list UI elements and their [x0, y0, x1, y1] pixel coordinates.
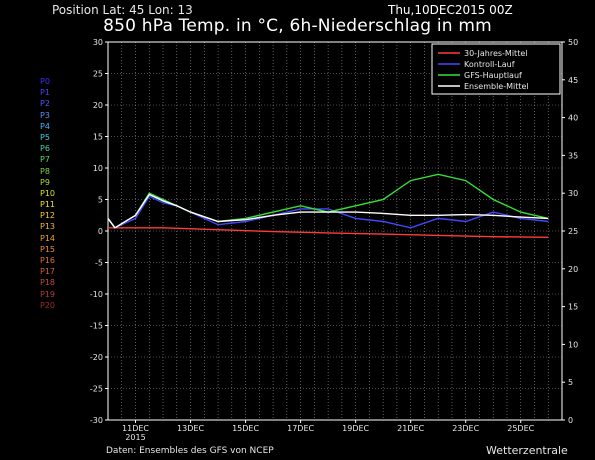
- x-tick-label: 21DEC: [397, 424, 424, 433]
- y-right-tick-label: 25: [568, 227, 578, 236]
- x-tick-label: 11DEC: [122, 424, 149, 433]
- y-right-tick-label: 0: [568, 416, 573, 425]
- ensemble-member-label: P7: [40, 155, 50, 165]
- y-left-tick-label: 5: [98, 196, 103, 205]
- chart-title: 850 hPa Temp. in °C, 6h-Niederschlag in …: [103, 16, 492, 36]
- ensemble-member-label: P5: [40, 132, 50, 142]
- ensemble-member-label: P14: [40, 233, 56, 243]
- ensemble-member-label: P1: [40, 88, 50, 98]
- y-right-tick-label: 20: [568, 265, 578, 274]
- y-left-tick-label: 10: [93, 164, 103, 173]
- x-tick-label: 19DEC: [342, 424, 369, 433]
- y-left-tick-label: -30: [90, 416, 103, 425]
- ensemble-member-label: P11: [40, 200, 56, 210]
- series-line: [107, 193, 549, 229]
- ensemble-member-label: P12: [40, 211, 56, 221]
- position-readout: Position Lat: 45 Lon: 13: [52, 3, 193, 17]
- y-right-tick-label: 10: [568, 340, 578, 349]
- y-right-tick-label: 45: [568, 76, 578, 85]
- legend-entry: Kontroll-Lauf: [464, 60, 515, 69]
- ensemble-member-label: P4: [40, 121, 50, 131]
- x-tick-label: 25DEC: [507, 424, 534, 433]
- y-right-tick-label: 15: [568, 303, 578, 312]
- ensemble-member-label: P2: [40, 99, 50, 109]
- data-source-note: Daten: Ensembles des GFS von NCEP: [106, 446, 274, 456]
- ensemble-member-label: P19: [40, 289, 56, 299]
- y-left-tick-label: -20: [90, 353, 103, 362]
- x-tick-label: 17DEC: [287, 424, 314, 433]
- ensemble-member-label: P16: [40, 256, 56, 265]
- y-right-tick-label: 50: [568, 38, 578, 47]
- ensemble-member-list: P0 P1 P2 P3 P4 P5 P6 P7 P8 P9 P10 P11 P12 P13 P14 P15 P1…: [40, 76, 55, 311]
- y-left-tick-label: -10: [90, 290, 103, 299]
- y-left-tick-label: -15: [90, 322, 103, 331]
- ensemble-member-label: P10: [40, 188, 56, 198]
- y-left-tick-label: -5: [95, 259, 103, 268]
- series-line: [107, 195, 549, 229]
- y-left-tick-label: 25: [93, 70, 103, 79]
- series-line: [107, 173, 549, 229]
- y-right-tick-label: 5: [568, 378, 573, 387]
- ensemble-member-label: P8: [40, 166, 50, 176]
- ensemble-member-label: P20: [40, 300, 56, 310]
- x-tick-label: 23DEC: [452, 424, 479, 433]
- y-left-tick-label: 30: [93, 38, 103, 47]
- y-right-tick-label: 30: [568, 189, 578, 198]
- x-tick-label: 15DEC: [232, 424, 259, 433]
- y-left-tick-label: 20: [93, 101, 103, 110]
- ensemble-member-label: P17: [40, 267, 56, 277]
- ensemble-member-label: P6: [40, 144, 50, 154]
- series-line: [108, 227, 549, 238]
- plot-frame: [107, 41, 563, 421]
- x-tick-label: 13DEC: [177, 424, 204, 433]
- legend-entry: Ensemble-Mittel: [464, 82, 529, 91]
- y-left-tick-label: 0: [98, 227, 103, 236]
- brand-label: Wetterzentrale: [486, 444, 568, 457]
- ensemble-member-label: P0: [40, 77, 50, 86]
- y-left-tick-label: 15: [93, 133, 103, 142]
- ensemble-member-label: P3: [40, 110, 50, 120]
- legend-entry: GFS-Hauptlauf: [464, 71, 522, 80]
- y-right-tick-label: 35: [568, 151, 578, 160]
- ensemble-member-label: P13: [40, 222, 56, 232]
- y-right-tick-label: 40: [568, 114, 578, 123]
- legend-entry: 30-Jahres-Mittel: [464, 49, 527, 58]
- y-left-tick-label: -25: [90, 385, 103, 394]
- ensemble-member-label: P18: [40, 278, 56, 288]
- x-year-label: 2015: [125, 433, 145, 442]
- ensemble-member-label: P15: [40, 244, 56, 254]
- run-datetime: Thu,10DEC2015 00Z: [388, 3, 513, 17]
- ensemble-member-label: P9: [40, 177, 50, 187]
